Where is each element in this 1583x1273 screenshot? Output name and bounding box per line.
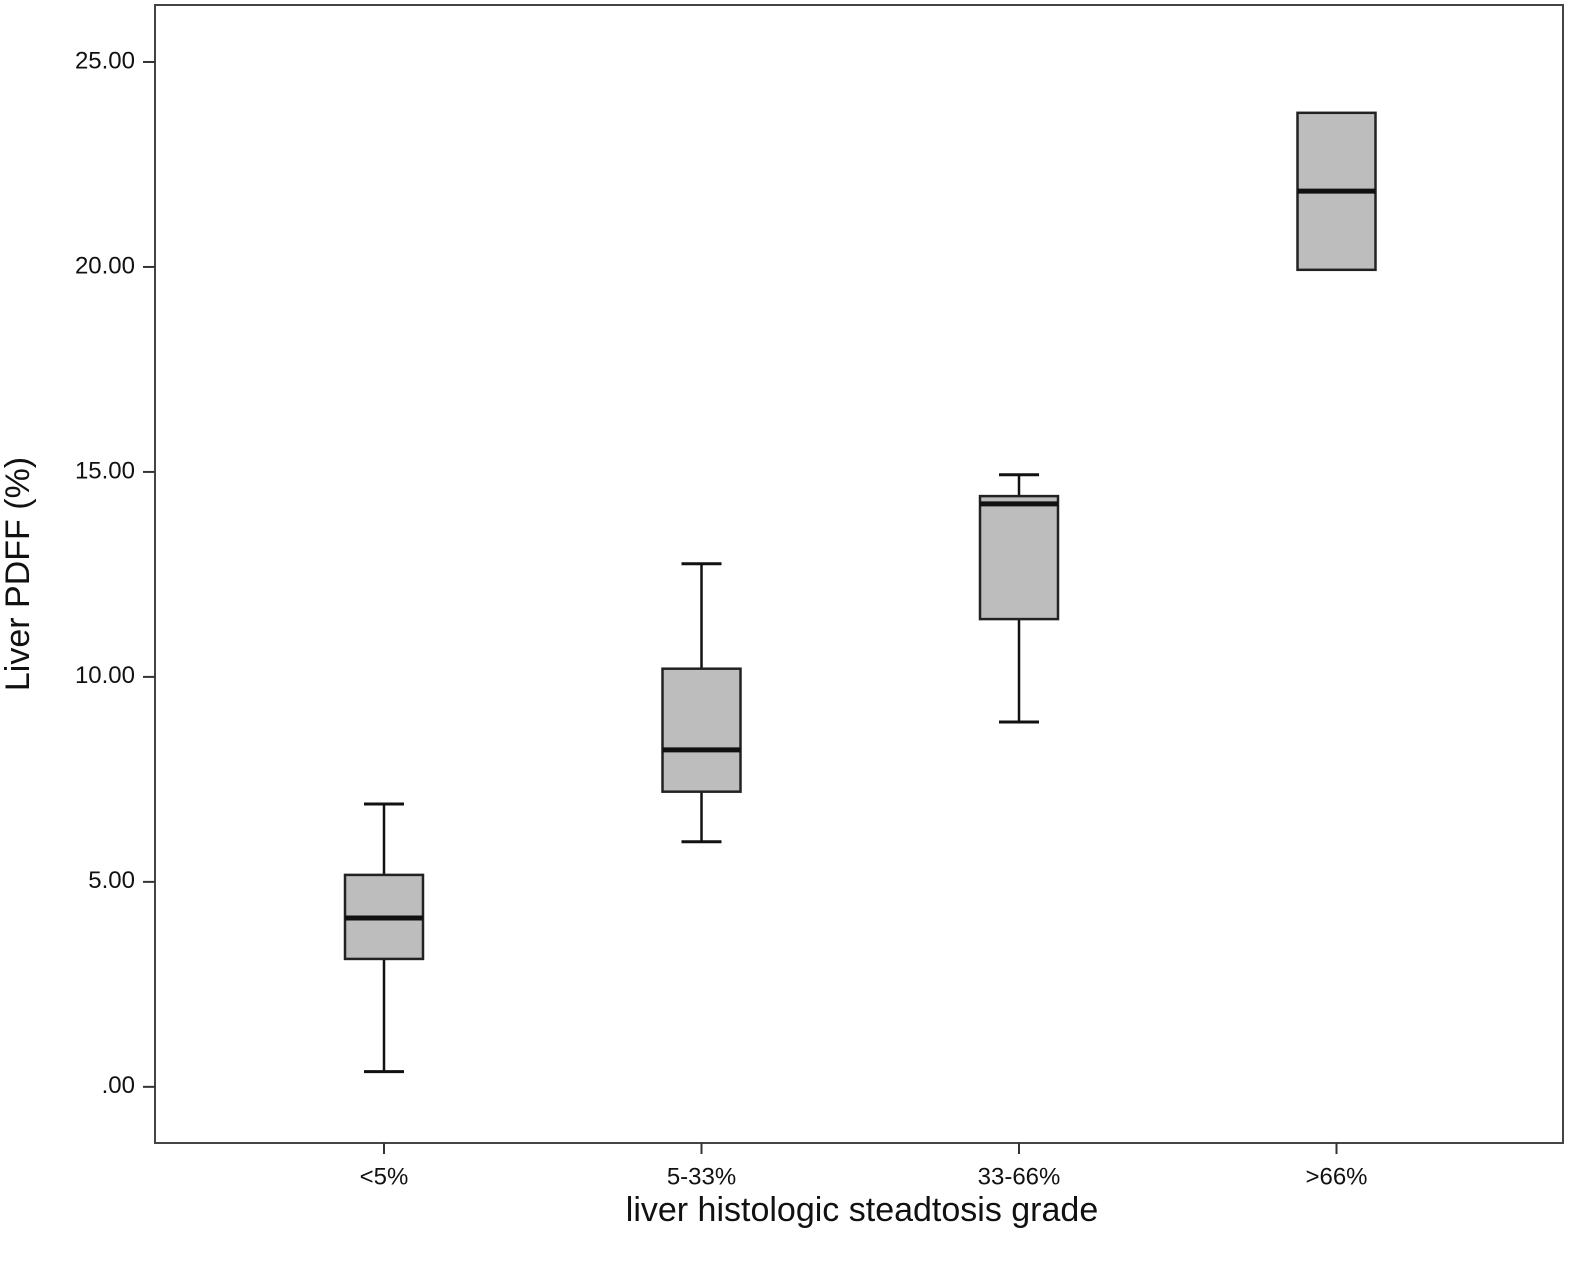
x-tick-label: <5% bbox=[360, 1163, 409, 1190]
x-tick-label: 33-66% bbox=[978, 1163, 1061, 1190]
y-tick-label: 10.00 bbox=[75, 662, 135, 689]
plot-frame bbox=[154, 4, 1564, 1144]
box bbox=[661, 667, 742, 793]
y-tick-label: 20.00 bbox=[75, 252, 135, 279]
y-tick-label: 25.00 bbox=[75, 47, 135, 74]
y-tick-label: 5.00 bbox=[88, 867, 135, 894]
box bbox=[978, 494, 1060, 621]
x-tick-label: >66% bbox=[1305, 1163, 1367, 1190]
x-axis-title: liver histologic steadtosis grade bbox=[626, 1191, 1098, 1229]
y-tick-label: .00 bbox=[102, 1072, 135, 1099]
y-axis-title: Liver PDFF (%) bbox=[0, 457, 37, 691]
y-tick-label: 15.00 bbox=[75, 457, 135, 484]
x-tick-label: 5-33% bbox=[667, 1163, 736, 1190]
